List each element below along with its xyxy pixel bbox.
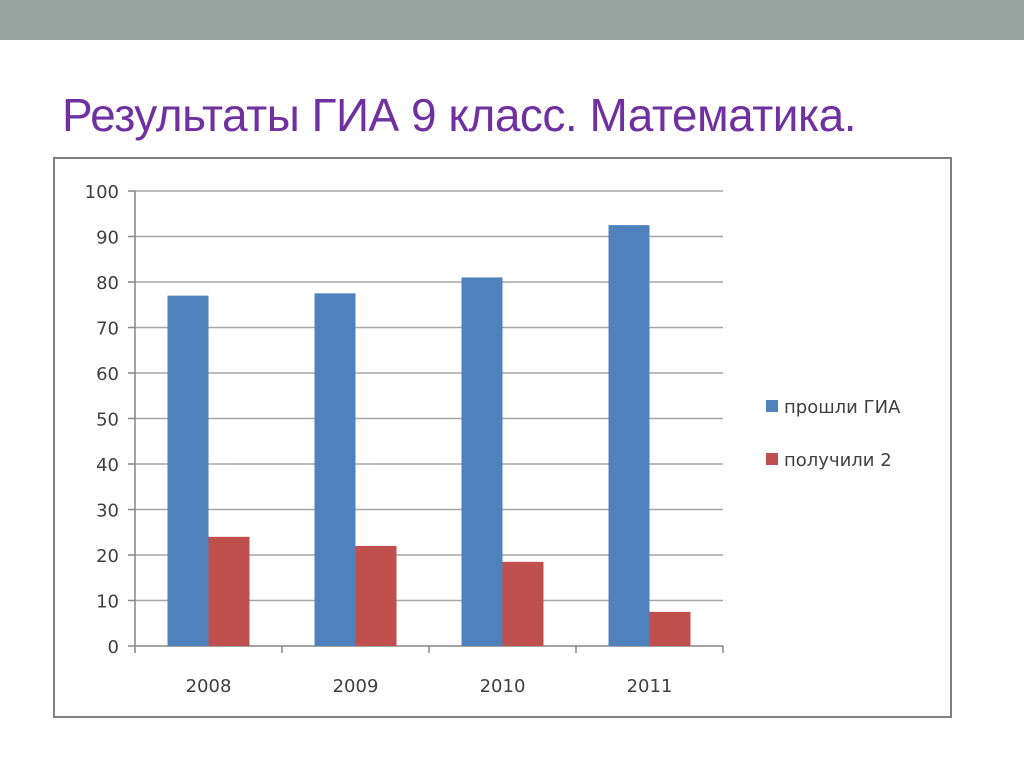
bar-passed-2010 xyxy=(461,277,503,646)
bar-passed-2008 xyxy=(167,295,209,646)
y-tick-label: 50 xyxy=(96,410,119,431)
y-tick-label: 0 xyxy=(108,637,119,658)
legend: прошли ГИА получили 2 xyxy=(766,397,901,471)
y-tick-label: 80 xyxy=(96,273,119,294)
bar-failed-2009 xyxy=(355,545,397,646)
slide-title: Результаты ГИА 9 класс. Математика. xyxy=(62,89,856,141)
y-tick-label: 70 xyxy=(96,319,119,340)
x-tick-label: 2011 xyxy=(627,676,673,697)
x-tick-labels: 2008 2009 2010 2011 xyxy=(186,676,673,697)
y-tick-label: 10 xyxy=(96,592,119,613)
legend-swatch xyxy=(766,453,778,465)
legend-label: получили 2 xyxy=(784,450,892,471)
legend-label: прошли ГИА xyxy=(784,397,901,418)
y-tick-label: 30 xyxy=(96,501,119,522)
legend-swatch xyxy=(766,400,778,412)
x-tick-label: 2010 xyxy=(480,676,526,697)
bar-passed-2011 xyxy=(608,225,650,646)
top-band xyxy=(0,0,1024,40)
bar-failed-2008 xyxy=(208,536,250,646)
y-tick-label: 40 xyxy=(96,455,119,476)
y-tick-label: 60 xyxy=(96,364,119,385)
bar-passed-2009 xyxy=(314,293,356,646)
y-tick-labels: 0 10 20 30 40 50 60 70 80 90 100 xyxy=(85,182,119,658)
bar-failed-2010 xyxy=(502,561,544,646)
y-tick-label: 100 xyxy=(85,182,119,203)
bar-failed-2011 xyxy=(649,611,691,646)
x-tick-label: 2008 xyxy=(186,676,232,697)
y-tick-label: 90 xyxy=(96,228,119,249)
bars xyxy=(167,225,691,646)
x-tick-label: 2009 xyxy=(333,676,379,697)
y-tick-label: 20 xyxy=(96,546,119,567)
